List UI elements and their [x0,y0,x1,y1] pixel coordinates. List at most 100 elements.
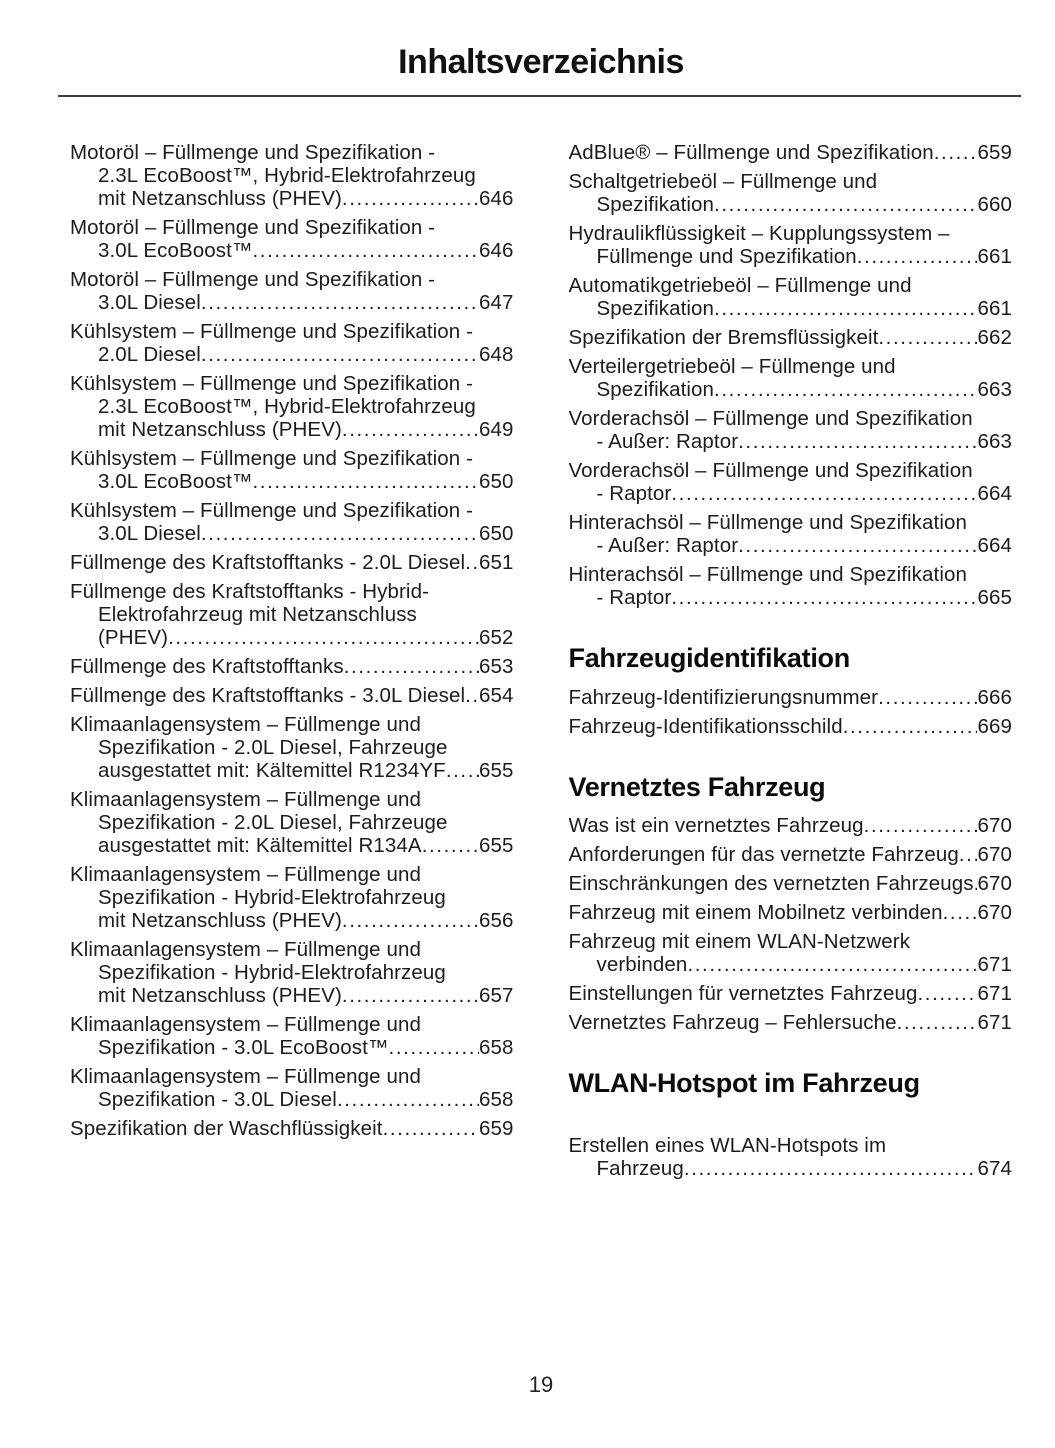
toc-section: Motoröl – Füllmenge und Spezifikation - … [70,141,514,1140]
toc-entry-label: Fahrzeug-Identifizierungsnummer [569,686,978,709]
toc-entry-page: 661 [977,297,1012,321]
toc-entry-page: 646 [478,187,514,211]
toc-entry: Vorderachsöl – Füllmenge und Spezifikati… [569,459,1013,505]
toc-entry: Spezifikation der Bremsflüssigkeit662 [569,326,1013,349]
toc-entry-page: 670 [977,900,1012,924]
toc-entry: Einstellungen für vernetztes Fahrzeug671 [569,982,1013,1005]
toc-entry: Spezifikation der Waschflüssigkeit659 [70,1117,514,1140]
toc-entry-page: 670 [977,842,1012,866]
toc-entry-page: 650 [478,470,514,494]
toc-entry: Hydraulikflüssigkeit – Kupplungssystem –… [569,222,1013,268]
toc-entry-label: Kühlsystem – Füllmenge und Spezifikation… [70,372,479,441]
toc-entry: Fahrzeug-Identifikationsschild669 [569,715,1013,738]
toc-entry: Fahrzeug-Identifizierungsnummer666 [569,686,1013,709]
toc-entry-page: 660 [977,193,1012,217]
toc-entry-label: Füllmenge des Kraftstofftanks - Hybrid-E… [70,580,479,649]
toc-entry-page: 674 [977,1157,1012,1181]
toc-entry-label: Motoröl – Füllmenge und Spezifikation - … [70,268,479,314]
toc-entry-label: Füllmenge des Kraftstofftanks - 2.0L Die… [70,551,479,574]
toc-entry-label: Füllmenge des Kraftstofftanks [70,655,479,678]
toc-entry-page: 661 [977,245,1012,269]
toc-entry-page: 656 [478,909,514,933]
toc-entry-label: Vorderachsöl – Füllmenge und Spezifikati… [569,459,978,505]
toc-entry-page: 671 [977,981,1012,1005]
toc-entry-label: Anforderungen für das vernetzte Fahrzeug [569,843,978,866]
toc-column-right: AdBlue® – Füllmenge und Spezifikation659… [569,141,1013,1186]
toc-entry-label: Was ist ein vernetztes Fahrzeug [569,814,978,837]
page-header: Inhaltsverzeichnis [58,43,1021,98]
section-heading: Vernetztes Fahrzeug [568,771,826,802]
toc-entry-page: 659 [478,1117,514,1141]
toc-entry-label: Kühlsystem – Füllmenge und Spezifikation… [70,447,479,493]
toc-entry: Klimaanlagensystem – Füllmenge und Spezi… [70,1013,514,1059]
section-heading: WLAN-Hotspot im Fahrzeug [568,1067,921,1098]
toc-entry-page: 664 [977,534,1012,558]
toc-entry-label: Motoröl – Füllmenge und Spezifikation - … [70,141,479,210]
toc-entry-label: Hinterachsöl – Füllmenge und Spezifikati… [569,511,978,557]
toc-entry: Motoröl – Füllmenge und Spezifikation - … [70,216,514,262]
toc-entry-page: 664 [977,482,1012,506]
toc-entry-label: Vernetztes Fahrzeug – Fehlersuche [569,1011,978,1034]
toc-entry-page: 651 [478,551,514,575]
toc-entry-page: 653 [478,655,514,679]
toc-entry: Klimaanlagensystem – Füllmenge und Spezi… [70,713,514,782]
toc-entry-page: 662 [977,326,1012,350]
toc-entry: Füllmenge des Kraftstofftanks653 [70,655,514,678]
toc-entry: Klimaanlagensystem – Füllmenge und Spezi… [70,1065,514,1111]
toc-entry-label: Fahrzeug mit einem Mobilnetz verbinden [569,901,978,924]
toc-entry: Automatikgetriebeöl – Füllmenge und Spez… [569,274,1013,320]
toc-entry-label: Klimaanlagensystem – Füllmenge und Spezi… [70,863,479,932]
toc-entry-page: 647 [478,291,514,315]
toc-column-left: Motoröl – Füllmenge und Spezifikation - … [70,141,514,1146]
toc-entry-page: 670 [977,871,1012,895]
toc-entry: Fahrzeug mit einem WLAN-Netzwerk verbind… [569,930,1013,976]
toc-entry-page: 655 [478,759,514,783]
toc-entry-label: Vorderachsöl – Füllmenge und Spezifikati… [569,407,978,453]
toc-entry: Kühlsystem – Füllmenge und Spezifikation… [70,372,514,441]
toc-entry-label: Schaltgetriebeöl – Füllmenge und Spezifi… [569,170,978,216]
toc-entry: Vorderachsöl – Füllmenge und Spezifikati… [569,407,1013,453]
toc-entry-label: Verteilergetriebeöl – Füllmenge und Spez… [569,355,978,401]
toc-entry: Klimaanlagensystem – Füllmenge und Spezi… [70,938,514,1007]
toc-entry-page: 658 [478,1088,514,1112]
toc-entry-page: 671 [977,952,1012,976]
page-footer: 19 [70,1372,1012,1448]
toc-entry-page: 665 [977,586,1012,610]
toc-entry: AdBlue® – Füllmenge und Spezifikation659 [569,141,1013,164]
toc-entry-page: 652 [478,626,514,650]
toc-entry: Was ist ein vernetztes Fahrzeug670 [569,814,1013,837]
toc-entry-label: Klimaanlagensystem – Füllmenge und Spezi… [70,1013,479,1059]
toc-entry-page: 655 [478,834,514,858]
toc-entry-label: Klimaanlagensystem – Füllmenge und Spezi… [70,938,479,1007]
toc-entry: Einschränkungen des vernetzten Fahrzeugs… [569,872,1013,895]
toc-entry-label: Motoröl – Füllmenge und Spezifikation - … [70,216,479,262]
toc-entry-label: Klimaanlagensystem – Füllmenge und Spezi… [70,713,479,782]
toc-entry-label: Klimaanlagensystem – Füllmenge und Spezi… [70,1065,479,1111]
toc-entry: Kühlsystem – Füllmenge und Spezifikation… [70,447,514,493]
toc-entry: Verteilergetriebeöl – Füllmenge und Spez… [569,355,1013,401]
toc-section: WLAN-Hotspot im Fahrzeug Erstellen eines … [569,1068,1013,1180]
toc-section: AdBlue® – Füllmenge und Spezifikation659… [569,141,1013,609]
toc-entry-label: Spezifikation der Bremsflüssigkeit [569,326,978,349]
toc-entry-label: Füllmenge des Kraftstofftanks - 3.0L Die… [70,684,479,707]
toc-entry-label: Hinterachsöl – Füllmenge und Spezifikati… [569,563,978,609]
toc-entry-page: 649 [478,418,514,442]
toc-entry: Kühlsystem – Füllmenge und Spezifikation… [70,320,514,366]
toc-entry: Klimaanlagensystem – Füllmenge und Spezi… [70,788,514,857]
toc-entry: Klimaanlagensystem – Füllmenge und Spezi… [70,863,514,932]
toc-entry-label: Hydraulikflüssigkeit – Kupplungssystem –… [569,222,978,268]
toc-section: Fahrzeugidentifikation Fahrzeug-Identifiz… [569,643,1013,737]
toc-entry: Hinterachsöl – Füllmenge und Spezifikati… [569,511,1013,557]
toc-entry-page: 648 [478,343,514,367]
toc-entry-page: 663 [977,430,1012,454]
toc-entry-page: 663 [977,378,1012,402]
page-number: 19 [528,1372,554,1397]
toc-entry: Schaltgetriebeöl – Füllmenge und Spezifi… [569,170,1013,216]
toc-entry-page: 659 [977,141,1012,165]
toc-entry-label: Fahrzeug mit einem WLAN-Netzwerk verbind… [569,930,978,976]
toc-entry-page: 670 [977,813,1012,837]
toc-entry: Füllmenge des Kraftstofftanks - 3.0L Die… [70,684,514,707]
toc-entry-page: 666 [977,685,1012,709]
toc-entry-page: 646 [478,239,514,263]
